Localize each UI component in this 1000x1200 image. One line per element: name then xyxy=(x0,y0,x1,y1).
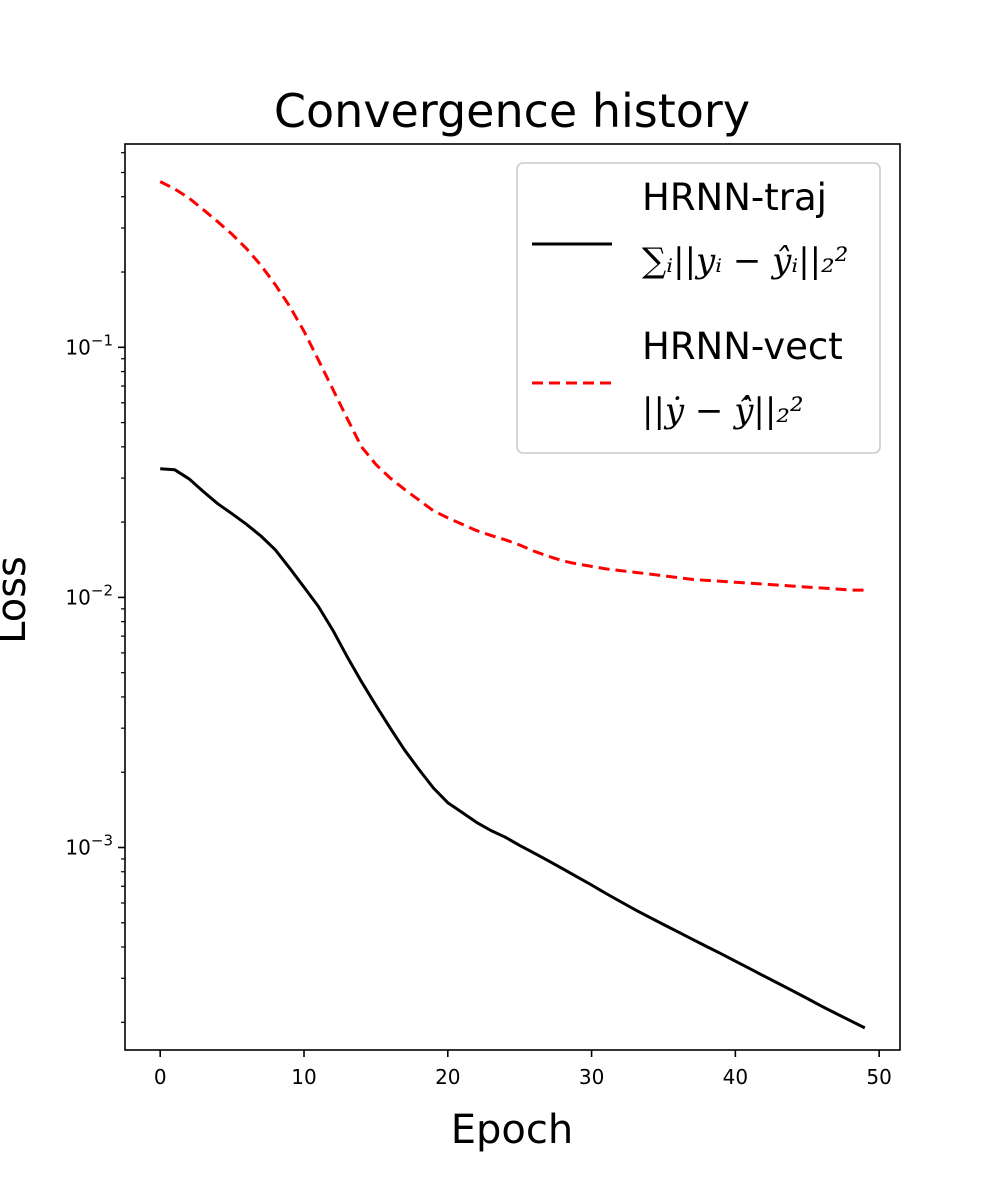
series-line-hrnn-vect xyxy=(159,180,865,592)
legend-formula-traj: ∑ᵢ||yᵢ − ŷᵢ||₂² xyxy=(642,241,848,281)
series-lines xyxy=(159,180,866,1030)
series-line-hrnn-traj xyxy=(160,467,866,1030)
legend-label-traj: HRNN-traj xyxy=(642,176,827,219)
x-tick-label: 10 xyxy=(291,1065,316,1089)
x-tick-label: 0 xyxy=(154,1065,167,1089)
x-tick-label: 30 xyxy=(579,1065,604,1089)
x-tick-label: 40 xyxy=(723,1065,748,1089)
legend-formula-vect: ||ẏ − ŷ̇||₂² xyxy=(642,391,804,431)
y-tick-label: 10−1 xyxy=(65,331,113,359)
y-tick-label: 10−2 xyxy=(65,581,113,609)
legend-label-vect: HRNN-vect xyxy=(642,325,843,368)
x-tick-label: 20 xyxy=(435,1065,460,1089)
plot-frame xyxy=(124,143,901,1051)
chart-title: Convergence history xyxy=(274,84,750,138)
axis-ticks: 0 10 20 30 40 50 10−3 10−2 10−1 xyxy=(65,152,892,1089)
legend: HRNN-traj ∑ᵢ||yᵢ − ŷᵢ||₂² HRNN-vect ||ẏ … xyxy=(516,162,881,454)
legend-box xyxy=(516,162,881,454)
x-tick-label: 50 xyxy=(866,1065,891,1089)
x-axis-label: Epoch xyxy=(451,1107,573,1153)
y-tick-label: 10−3 xyxy=(65,832,113,860)
y-axis-label: Loss xyxy=(0,556,35,644)
